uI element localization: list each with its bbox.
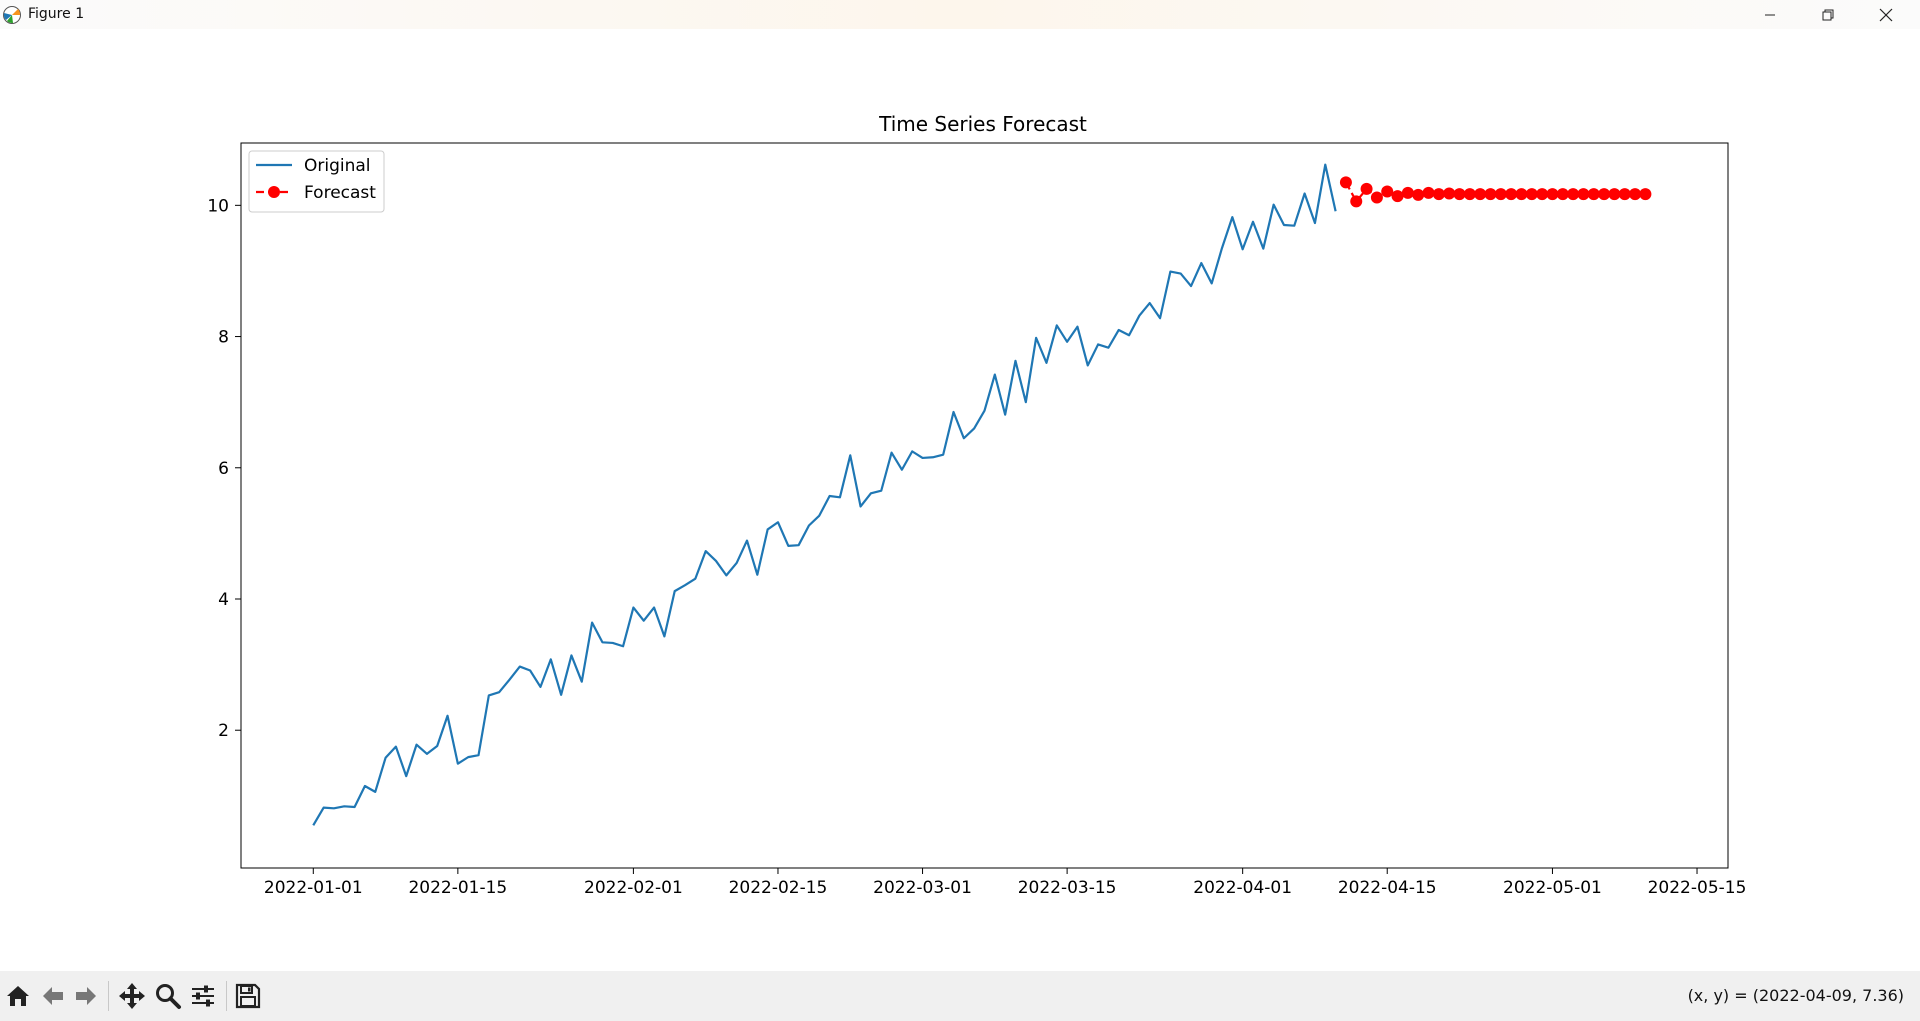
close-icon: [1879, 8, 1893, 21]
forecast-point: [1567, 188, 1580, 201]
forecast-point: [1453, 188, 1466, 201]
magnifier-icon: [156, 984, 181, 1009]
forecast-point: [1536, 188, 1549, 201]
forecast-point: [1422, 186, 1435, 199]
x-tick-label: 2022-01-15: [408, 878, 507, 898]
window-titlebar: Figure 1: [0, 0, 1920, 29]
forecast-point: [1484, 188, 1497, 201]
restore-icon: [1822, 9, 1834, 20]
forecast-point: [1608, 188, 1621, 201]
forecast-point: [1463, 188, 1476, 201]
y-tick-label: 6: [218, 459, 229, 479]
close-button[interactable]: [1858, 0, 1914, 29]
configure-subplots-button[interactable]: [187, 980, 219, 1012]
forecast-point: [1525, 188, 1538, 201]
forecast-point: [1401, 186, 1414, 199]
x-tick-label: 2022-02-15: [729, 878, 828, 898]
forecast-point: [1412, 188, 1425, 201]
legend-forecast-marker: [268, 186, 280, 198]
forecast-point: [1556, 188, 1569, 201]
y-tick-label: 10: [207, 196, 229, 216]
x-axis: 2022-01-01 2022-01-15 2022-02-01 2022-02-15…: [264, 868, 1747, 898]
save-button[interactable]: [232, 980, 264, 1012]
move-icon: [119, 983, 145, 1009]
forecast-point: [1432, 188, 1445, 201]
x-tick-label: 2022-05-15: [1648, 878, 1747, 898]
cursor-coordinates: (x, y) = (2022-04-09, 7.36): [1687, 986, 1904, 1005]
forecast-point: [1587, 188, 1600, 201]
x-tick-label: 2022-03-01: [873, 878, 972, 898]
y-tick-label: 4: [218, 590, 229, 610]
forecast-point: [1443, 187, 1456, 200]
forecast-point: [1494, 188, 1507, 201]
forecast-point: [1350, 195, 1363, 208]
toolbar-separator: [226, 981, 227, 1011]
arrow-right-icon: [76, 987, 96, 1005]
axes-frame: [240, 142, 1729, 869]
forecast-point: [1505, 188, 1518, 201]
forecast-point: [1618, 188, 1631, 201]
legend-box: [248, 150, 385, 213]
forecast-point: [1391, 190, 1404, 203]
home-icon: [7, 986, 29, 1006]
figure-canvas[interactable]: Time Series Forecast 2022-01-01 2022-01-1…: [0, 29, 1920, 971]
forecast-point: [1598, 188, 1611, 201]
minimize-button[interactable]: [1742, 0, 1798, 29]
y-axis: 2 4 6 8 10: [207, 196, 241, 741]
sliders-icon: [192, 985, 214, 1007]
forecast-point: [1381, 185, 1394, 198]
matplotlib-app-icon: [3, 6, 21, 24]
forecast-point: [1639, 188, 1652, 201]
x-tick-label: 2022-05-01: [1503, 878, 1602, 898]
series-layer: [312, 163, 1652, 826]
chart-title: Time Series Forecast: [878, 112, 1087, 136]
forecast-point: [1546, 188, 1559, 201]
forecast-point: [1339, 176, 1352, 189]
y-tick-label: 8: [218, 328, 229, 348]
forecast-point: [1577, 188, 1590, 201]
minimize-icon: [1765, 14, 1775, 15]
y-tick-label: 2: [218, 721, 229, 741]
x-tick-label: 2022-03-15: [1018, 878, 1117, 898]
window-title: Figure 1: [28, 6, 85, 22]
forecast-point: [1370, 191, 1383, 204]
forecast-point: [1474, 188, 1487, 201]
navigation-toolbar: (x, y) = (2022-04-09, 7.36): [0, 971, 1920, 1021]
x-tick-label: 2022-04-15: [1338, 878, 1437, 898]
series-line-original: [312, 163, 1337, 826]
forecast-point: [1360, 182, 1373, 195]
floppy-disk-icon: [235, 983, 261, 1009]
x-tick-label: 2022-02-01: [584, 878, 683, 898]
restore-button[interactable]: [1800, 0, 1856, 29]
legend-original-label: Original: [304, 156, 371, 176]
arrow-left-icon: [43, 987, 63, 1005]
forecast-point: [1629, 188, 1642, 201]
x-tick-label: 2022-04-01: [1193, 878, 1292, 898]
legend-forecast-label: Forecast: [304, 183, 376, 203]
toolbar-separator: [108, 981, 109, 1011]
x-tick-label: 2022-01-01: [264, 878, 363, 898]
zoom-button[interactable]: [152, 980, 184, 1012]
forecast-point: [1515, 188, 1528, 201]
pan-button[interactable]: [116, 980, 148, 1012]
legend[interactable]: Original Forecast: [248, 150, 385, 213]
forward-button[interactable]: [70, 980, 102, 1012]
home-button[interactable]: [2, 980, 34, 1012]
chart-svg: Time Series Forecast 2022-01-01 2022-01-1…: [207, 112, 1747, 898]
back-button[interactable]: [37, 980, 69, 1012]
